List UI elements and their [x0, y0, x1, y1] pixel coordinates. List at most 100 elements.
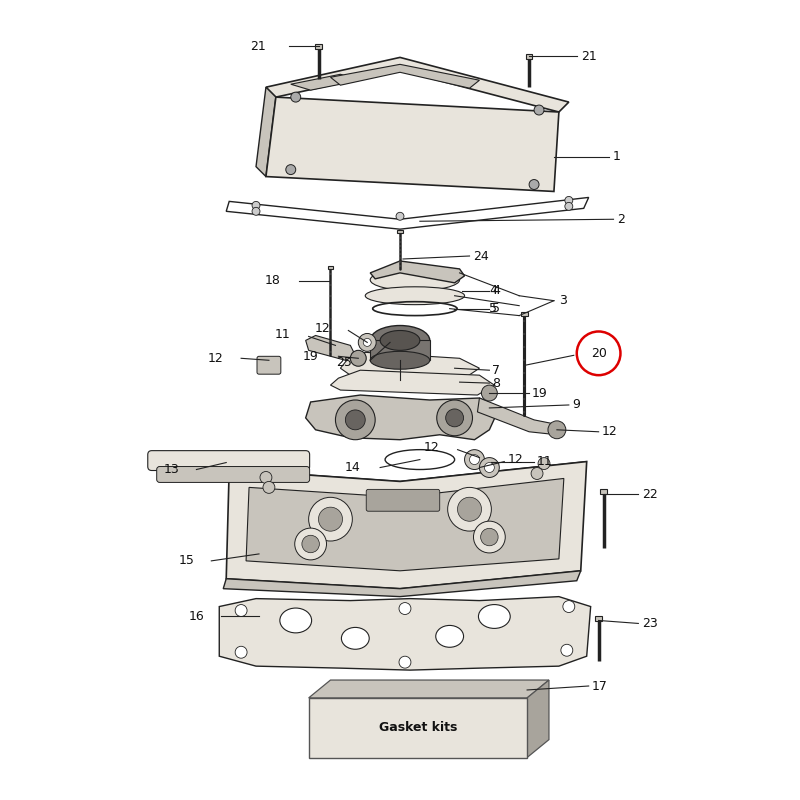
Text: 25: 25 — [337, 356, 352, 369]
Circle shape — [335, 400, 375, 440]
Circle shape — [358, 334, 376, 351]
Circle shape — [396, 212, 404, 220]
Circle shape — [465, 450, 485, 470]
Circle shape — [565, 197, 573, 204]
Circle shape — [346, 410, 366, 430]
Ellipse shape — [342, 627, 370, 650]
Circle shape — [479, 458, 499, 478]
Circle shape — [294, 528, 326, 560]
Circle shape — [458, 498, 482, 522]
Circle shape — [235, 605, 247, 617]
Ellipse shape — [370, 269, 459, 290]
Text: 1: 1 — [613, 150, 620, 163]
Text: 11: 11 — [275, 328, 290, 341]
Polygon shape — [256, 87, 276, 177]
Polygon shape — [478, 398, 559, 434]
Circle shape — [565, 202, 573, 210]
Circle shape — [309, 498, 352, 541]
Text: 12: 12 — [207, 352, 223, 365]
Polygon shape — [370, 341, 430, 360]
Polygon shape — [266, 97, 559, 191]
Text: 11: 11 — [537, 455, 553, 468]
Text: 13: 13 — [164, 463, 179, 476]
Circle shape — [302, 535, 319, 553]
Text: 4: 4 — [490, 284, 498, 298]
Polygon shape — [226, 462, 586, 490]
Text: Gasket kits: Gasket kits — [378, 722, 457, 734]
Ellipse shape — [478, 605, 510, 629]
Text: 2: 2 — [618, 213, 626, 226]
Polygon shape — [266, 58, 569, 112]
Text: 15: 15 — [178, 554, 194, 567]
Circle shape — [474, 521, 506, 553]
Circle shape — [286, 165, 296, 174]
Text: 22: 22 — [642, 488, 658, 501]
Text: 21: 21 — [250, 40, 266, 53]
Text: 18: 18 — [265, 274, 281, 287]
Polygon shape — [306, 335, 355, 360]
FancyBboxPatch shape — [521, 312, 528, 315]
Ellipse shape — [366, 286, 465, 305]
Text: 12: 12 — [507, 453, 523, 466]
Text: 12: 12 — [602, 426, 618, 438]
Circle shape — [470, 454, 479, 465]
Polygon shape — [306, 395, 499, 440]
Polygon shape — [290, 74, 360, 90]
Polygon shape — [330, 64, 479, 88]
Circle shape — [437, 400, 473, 436]
Circle shape — [561, 644, 573, 656]
Circle shape — [263, 482, 275, 494]
Polygon shape — [600, 490, 607, 494]
Polygon shape — [370, 261, 465, 283]
Polygon shape — [526, 54, 532, 59]
Text: 4: 4 — [492, 284, 500, 298]
Circle shape — [531, 467, 543, 479]
Circle shape — [448, 487, 491, 531]
Ellipse shape — [370, 351, 430, 370]
FancyBboxPatch shape — [366, 490, 440, 511]
Polygon shape — [226, 462, 586, 589]
Polygon shape — [527, 680, 549, 758]
Text: 20: 20 — [590, 347, 606, 360]
Circle shape — [446, 409, 463, 427]
Text: 9: 9 — [572, 398, 580, 411]
FancyBboxPatch shape — [157, 466, 310, 482]
Polygon shape — [223, 571, 581, 597]
Circle shape — [534, 105, 544, 115]
Text: 8: 8 — [492, 377, 500, 390]
Circle shape — [363, 338, 371, 346]
Circle shape — [350, 350, 366, 366]
Circle shape — [260, 471, 272, 483]
Circle shape — [481, 528, 498, 546]
Polygon shape — [246, 478, 564, 571]
Circle shape — [318, 507, 342, 531]
Ellipse shape — [380, 330, 420, 350]
FancyBboxPatch shape — [309, 698, 527, 758]
Text: 5: 5 — [492, 302, 500, 315]
Circle shape — [399, 656, 411, 668]
Polygon shape — [219, 597, 590, 670]
Circle shape — [548, 421, 566, 438]
FancyBboxPatch shape — [328, 266, 334, 269]
Text: 3: 3 — [559, 294, 566, 307]
Text: 12: 12 — [424, 441, 440, 454]
Circle shape — [529, 179, 539, 190]
Polygon shape — [309, 680, 549, 698]
Polygon shape — [595, 617, 602, 621]
Ellipse shape — [280, 608, 312, 633]
Text: 19: 19 — [303, 350, 318, 363]
Circle shape — [485, 462, 494, 473]
Text: 5: 5 — [490, 302, 498, 315]
Circle shape — [290, 92, 301, 102]
Text: 17: 17 — [592, 679, 607, 693]
Ellipse shape — [436, 626, 463, 647]
Text: 23: 23 — [642, 617, 658, 630]
Circle shape — [235, 646, 247, 658]
Text: 16: 16 — [189, 610, 204, 623]
Circle shape — [399, 602, 411, 614]
Text: 7: 7 — [492, 364, 500, 377]
FancyBboxPatch shape — [148, 450, 310, 470]
Polygon shape — [341, 352, 479, 378]
Text: 19: 19 — [532, 386, 548, 399]
Text: 24: 24 — [474, 250, 490, 262]
